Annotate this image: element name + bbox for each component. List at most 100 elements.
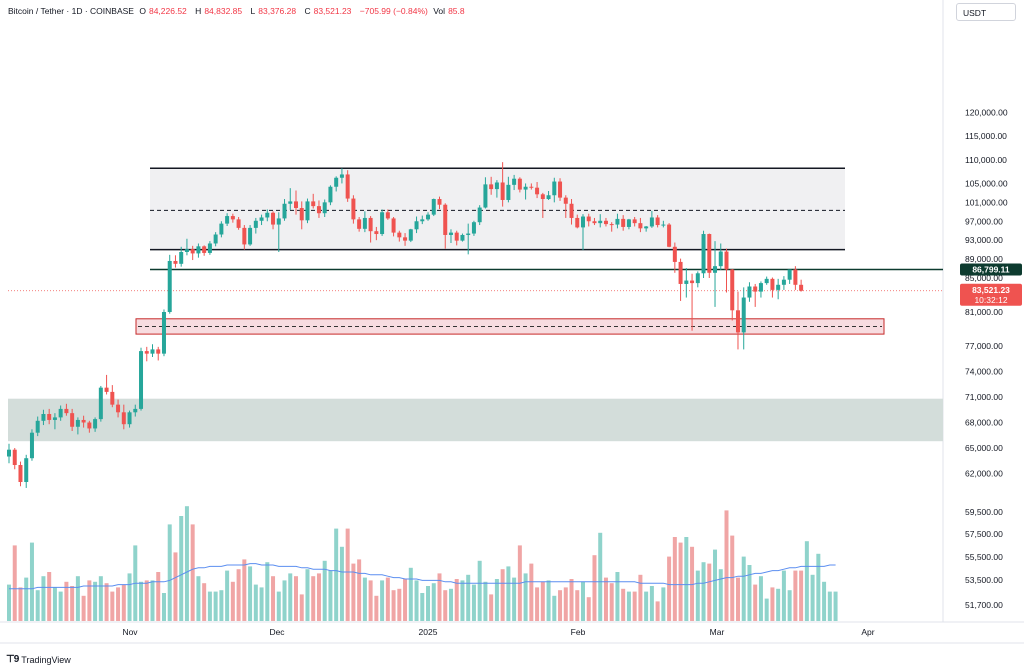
last-price-badge (960, 283, 1022, 306)
volume-bar (460, 580, 465, 621)
volume-bar (523, 573, 528, 621)
volume-bar (609, 583, 614, 621)
volume-bar (64, 581, 69, 621)
volume-bar (196, 576, 201, 621)
candle-body (776, 284, 781, 290)
price-tick-label: 81,000.00 (965, 307, 1003, 317)
candle-body (219, 223, 224, 235)
volume-bar (695, 570, 700, 621)
price-tick-label: 101,000.00 (965, 197, 1008, 207)
currency-selector[interactable]: USDT (956, 3, 1016, 21)
volume-bar (822, 581, 827, 621)
candle-body (116, 404, 121, 413)
candle-body (29, 432, 34, 459)
candle-body (558, 181, 563, 198)
price-tick-label: 105,000.00 (965, 178, 1008, 188)
volume-bar (592, 555, 597, 621)
volume-bar (827, 591, 832, 621)
volume-bar (345, 528, 350, 621)
candle-body (179, 251, 184, 264)
candle-body (793, 269, 798, 285)
candle-body (747, 286, 752, 298)
volume-bar (833, 591, 838, 621)
candle-body (655, 217, 660, 226)
candle-body (282, 203, 287, 219)
candle-body (466, 233, 471, 235)
candle-body (253, 220, 258, 228)
volume-bar (540, 581, 545, 621)
volume-bar (437, 573, 442, 621)
candle-body (93, 419, 98, 429)
candle-body (271, 212, 276, 225)
candle-body (75, 419, 80, 427)
volume-bar (655, 601, 660, 621)
volume-bar (144, 580, 149, 621)
candle-body (24, 458, 29, 482)
volume-bar (603, 577, 608, 621)
candle-body (35, 420, 40, 433)
volume-bar (764, 598, 769, 621)
volume-bar (202, 583, 207, 621)
volume-bar (793, 570, 798, 621)
volume-bar (150, 580, 155, 621)
volume-bar (156, 572, 161, 621)
candle-body (672, 246, 677, 262)
volume-bar (535, 587, 540, 621)
price-tick-label: 51,700.00 (965, 600, 1003, 610)
volume-bar (127, 573, 132, 621)
tradingview-logo[interactable]: ⊤9 TradingView (6, 654, 71, 665)
candle-body (644, 226, 649, 229)
volume-bar (776, 588, 781, 621)
symbol-title[interactable]: Bitcoin / Tether · 1D · COINBASE (8, 6, 134, 16)
volume-bar (552, 595, 557, 621)
candle-body (288, 201, 293, 204)
volume-bar (47, 572, 52, 621)
time-tick-label: Dec (269, 627, 285, 637)
volume-bar (385, 577, 390, 621)
candle-body (764, 278, 769, 284)
volume-bar (368, 580, 373, 621)
volume-bar (328, 570, 333, 621)
volume-bar (615, 572, 620, 621)
candle-body (477, 207, 482, 223)
volume-bar (248, 566, 253, 621)
candle-body (500, 182, 505, 200)
volume-bar (747, 565, 752, 621)
candle-body (52, 417, 57, 420)
volume-bar (18, 587, 23, 621)
candle-body (563, 197, 568, 204)
candle-body (70, 413, 75, 427)
volume-bar (770, 587, 775, 621)
range-box (150, 168, 845, 250)
candle-body (144, 351, 149, 354)
candle-body (661, 224, 666, 226)
lower-zone (8, 398, 943, 442)
price-tick-label: 115,000.00 (965, 131, 1007, 141)
volume-bar (420, 593, 425, 621)
candle-body (431, 199, 436, 215)
volume-bar (730, 535, 735, 621)
candle-body (724, 251, 729, 270)
candle-body (345, 174, 350, 199)
candle-body (403, 237, 408, 241)
candle-body (7, 449, 11, 457)
candle-body (41, 414, 46, 421)
logo-text: TradingView (21, 654, 71, 665)
candle-body (259, 217, 264, 221)
candle-body (414, 221, 419, 230)
candle-body (638, 223, 643, 229)
volume-bar (305, 569, 310, 621)
candle-body (506, 184, 511, 200)
candle-body (730, 269, 735, 311)
volume-bar (810, 574, 815, 621)
volume-bar (173, 552, 178, 621)
candle-body (426, 214, 431, 220)
candle-body (483, 184, 488, 208)
candle-body (362, 217, 367, 229)
candle-body (87, 422, 92, 429)
volume-bar (529, 563, 534, 621)
price-tick-label: 59,500.00 (965, 507, 1003, 517)
volume-bar (299, 594, 304, 621)
candle-body (695, 273, 700, 284)
